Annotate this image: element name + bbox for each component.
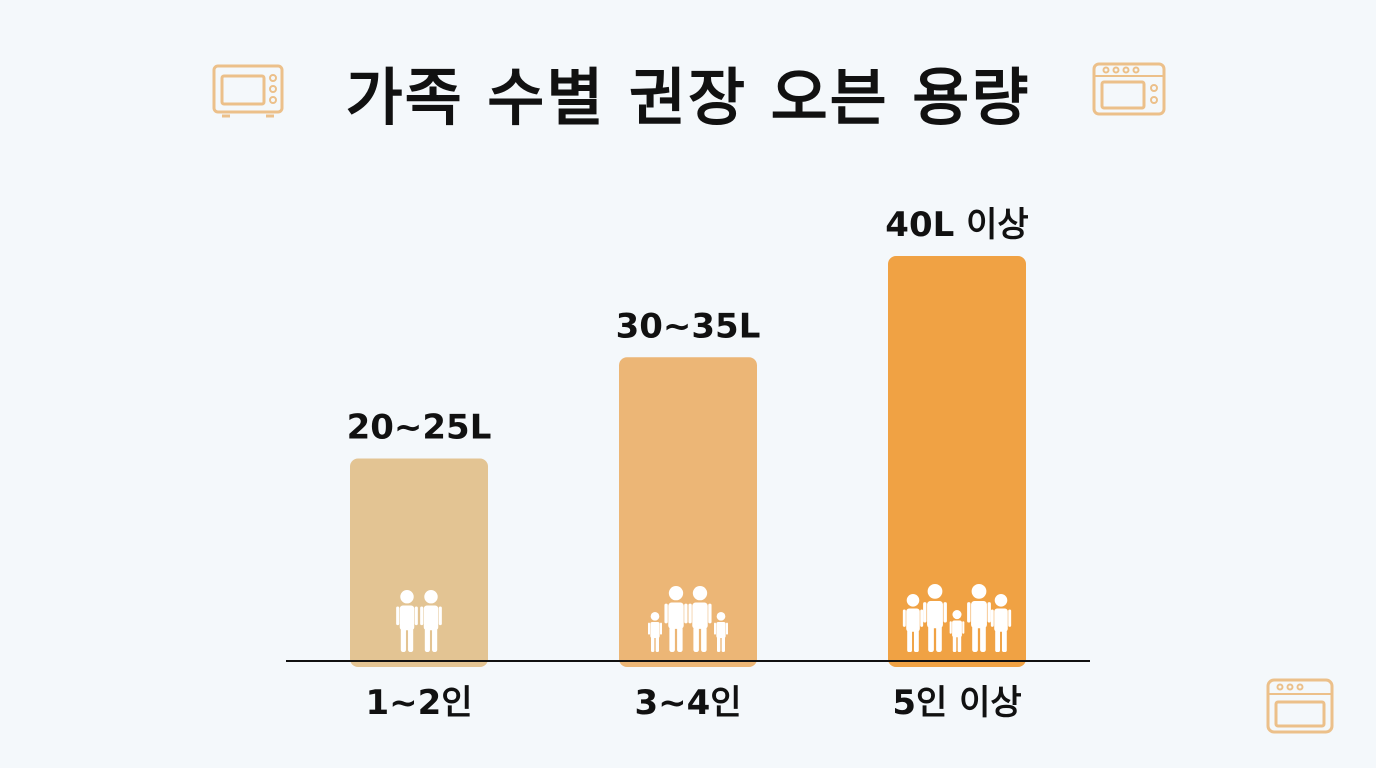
category-label: 3~4인 <box>634 683 741 723</box>
bar-base <box>619 651 757 661</box>
family-icon <box>902 584 1012 652</box>
chart-title: 가족 수별 권장 오븐 용량 <box>345 61 1031 134</box>
bar <box>888 256 1026 667</box>
family-icon <box>396 590 442 652</box>
category-label: 5인 이상 <box>892 683 1021 723</box>
family-icon <box>648 586 728 652</box>
bar-base <box>888 651 1026 661</box>
value-label: 20~25L <box>347 408 492 448</box>
oven-icon <box>212 64 284 118</box>
value-label: 30~35L <box>616 306 761 346</box>
oven-icon <box>1266 678 1334 738</box>
bar <box>350 458 488 667</box>
category-label: 1~2인 <box>365 683 472 723</box>
oven-icon <box>1092 62 1166 118</box>
bar-base <box>350 651 488 661</box>
bar <box>619 357 757 667</box>
value-label: 40L 이상 <box>885 205 1028 245</box>
